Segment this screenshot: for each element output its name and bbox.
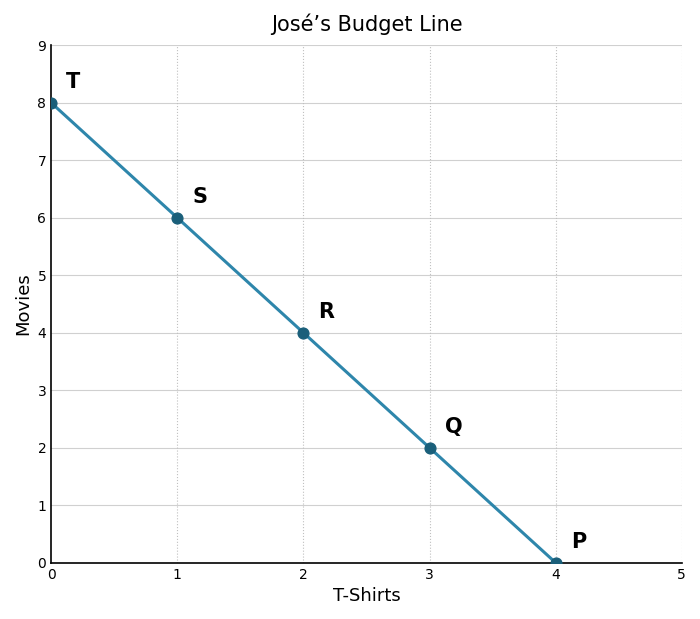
Text: T: T	[66, 72, 80, 92]
Point	[550, 558, 561, 568]
Text: Q: Q	[444, 417, 462, 438]
Text: R: R	[318, 303, 335, 322]
Point	[172, 213, 183, 223]
Point	[298, 328, 309, 338]
Point	[46, 98, 57, 108]
Text: S: S	[193, 188, 207, 207]
Y-axis label: Movies: Movies	[14, 272, 32, 335]
Title: José’s Budget Line: José’s Budget Line	[271, 14, 462, 35]
Text: P: P	[570, 532, 586, 552]
X-axis label: T-Shirts: T-Shirts	[332, 587, 400, 605]
Point	[424, 443, 435, 452]
